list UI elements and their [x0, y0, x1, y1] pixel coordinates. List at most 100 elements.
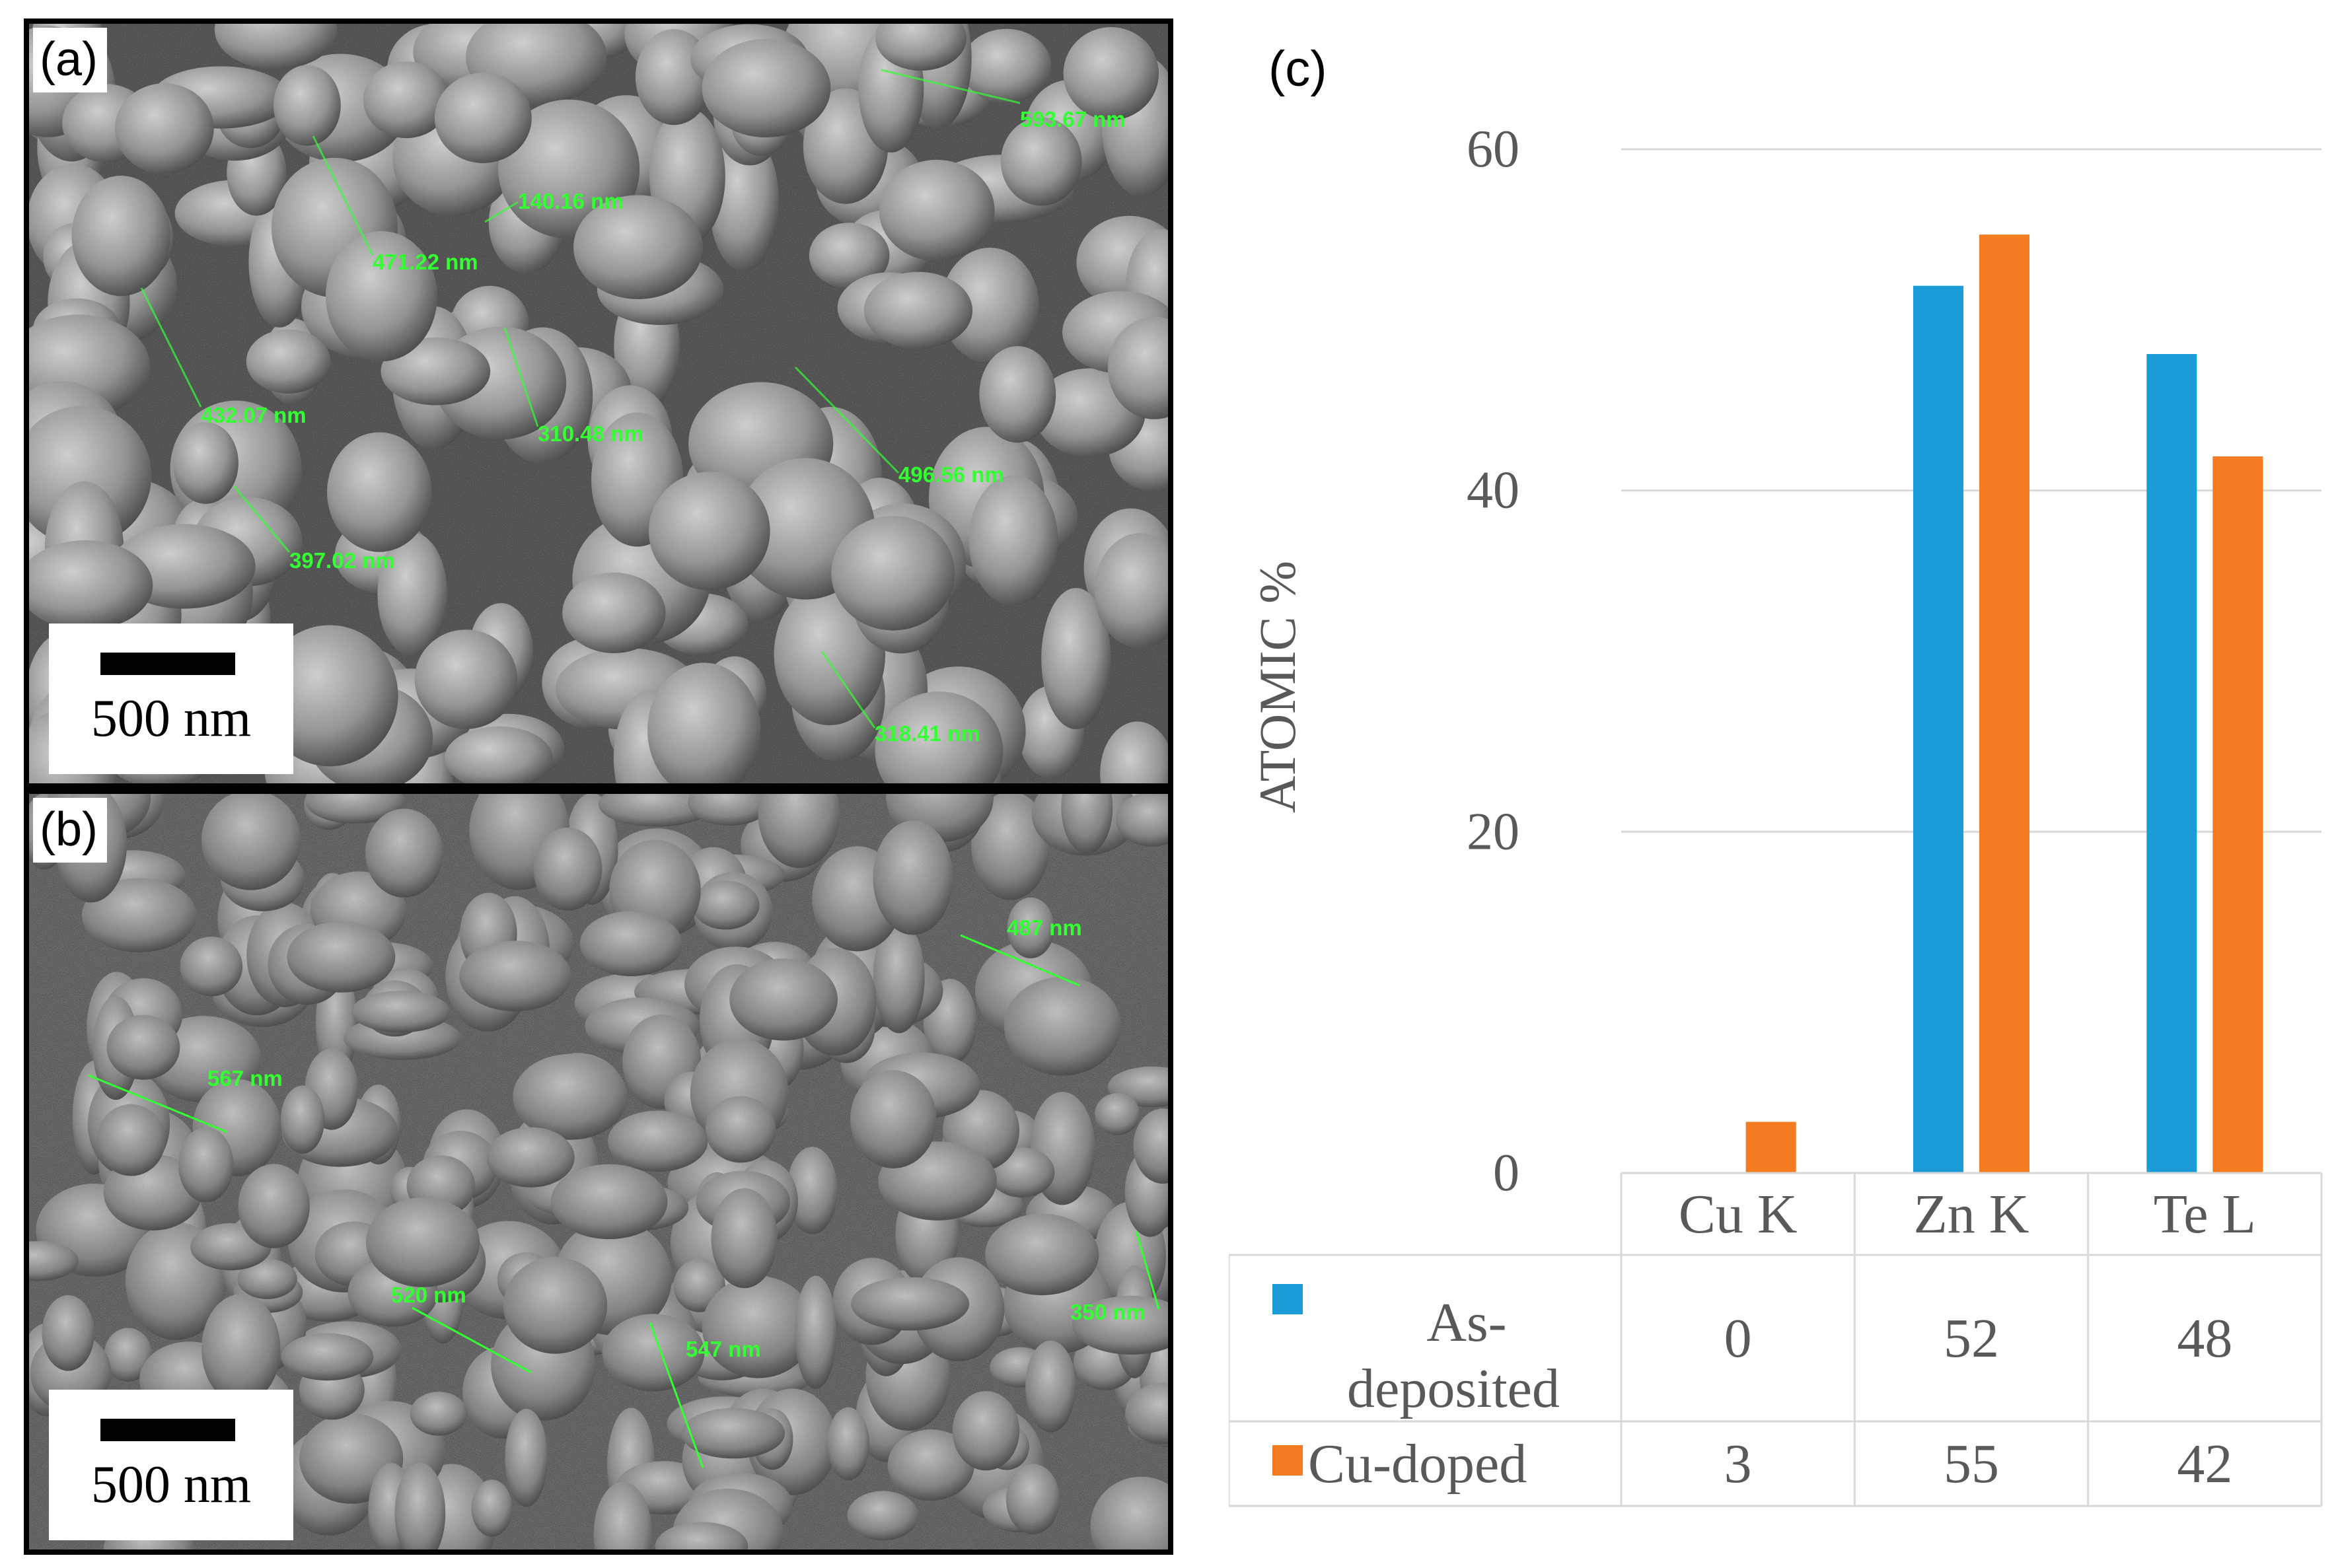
sem-grain	[178, 1127, 234, 1203]
sem-grain	[201, 1294, 281, 1404]
sem-grain	[681, 1408, 785, 1459]
sem-grain	[96, 1104, 166, 1176]
sem-grain	[365, 808, 443, 898]
y-axis-label: ATOMIC %	[1249, 561, 1306, 813]
sem-grain	[1133, 1108, 1168, 1184]
sem-grain	[1095, 1092, 1140, 1135]
sem-grain	[377, 532, 447, 657]
sem-grain	[873, 820, 953, 935]
sem-grain	[1061, 794, 1113, 854]
data-label-as-deposited: 52	[1944, 1308, 1999, 1369]
sem-grain	[280, 1085, 325, 1154]
sem-grain	[281, 1333, 374, 1381]
measurement-label: 520 nm	[391, 1283, 466, 1307]
sem-grain	[711, 1188, 778, 1289]
bar-cu-doped	[1979, 234, 2029, 1174]
sem-grain	[1116, 794, 1168, 847]
sem-grain	[106, 1015, 180, 1080]
bar-as-deposited	[2146, 354, 2197, 1173]
bar-cu-doped	[2212, 456, 2263, 1173]
sem-grain	[1107, 316, 1168, 419]
sem-grain	[961, 28, 1052, 104]
sem-grain	[410, 1392, 468, 1436]
sem-grain	[705, 1096, 776, 1163]
sem-grain	[1041, 588, 1111, 729]
sem-grain	[879, 159, 995, 262]
sem-grain	[875, 692, 1004, 783]
sem-grain	[1100, 721, 1168, 783]
sem-grain	[655, 1522, 749, 1550]
measurement-label: 318.41 nm	[875, 721, 980, 746]
sem-grain	[952, 1391, 1020, 1471]
panel-label-a: (a)	[33, 28, 107, 92]
y-tick-label: 60	[1467, 120, 1519, 178]
scale-bar-label: 500 nm	[91, 690, 252, 748]
scale-bar-line	[100, 1419, 235, 1441]
sem-grain	[459, 941, 571, 1012]
sem-grain	[809, 223, 890, 289]
sem-grain	[887, 1429, 974, 1501]
sem-grain	[114, 83, 214, 174]
sem-grain	[71, 176, 170, 297]
sem-grain	[214, 24, 338, 69]
sem-grain	[363, 61, 450, 139]
sem-grain	[709, 131, 779, 271]
measurement-label: 397.02 nm	[289, 548, 395, 573]
sem-grain	[787, 1147, 838, 1234]
data-label-cu-doped: 55	[1944, 1433, 1999, 1495]
sem-grain	[434, 73, 532, 163]
sem-grain	[42, 1295, 94, 1371]
sem-grain	[607, 1110, 708, 1172]
sem-grain	[1000, 117, 1082, 206]
y-tick-label: 0	[1493, 1144, 1519, 1202]
sem-grain	[325, 231, 437, 362]
sem-grain	[550, 1164, 668, 1240]
sem-grain	[29, 540, 153, 630]
sem-grain	[979, 346, 1056, 443]
measurement-label: 567 nm	[207, 1066, 283, 1090]
sem-grain	[414, 629, 518, 729]
category-label: Cu K	[1679, 1184, 1798, 1245]
sem-grain	[702, 1276, 815, 1378]
panel-label-c: (c)	[1268, 41, 1327, 97]
scale-bar-line	[100, 653, 235, 675]
sem-grain	[327, 432, 432, 552]
measurement-label: 547 nm	[686, 1337, 761, 1361]
y-tick-label: 40	[1467, 462, 1519, 520]
sem-grain	[381, 337, 491, 406]
data-label-as-deposited: 48	[2177, 1308, 2232, 1369]
sem-grain	[287, 921, 396, 993]
scale-bar-a: 500 nm	[49, 624, 293, 774]
sem-grain	[968, 475, 1058, 606]
sem-grain	[104, 1328, 152, 1382]
sem-image-b: (b) 500 nm 487 nm 567 nm 520 nm 547 nm 3…	[24, 789, 1173, 1555]
sem-grain	[758, 794, 840, 869]
measurement-label: 432.07 nm	[201, 403, 307, 427]
data-label-cu-doped: 3	[1724, 1433, 1752, 1495]
sem-grain	[795, 1275, 837, 1390]
legend-label-cu-doped: Cu-doped	[1308, 1433, 1527, 1495]
sem-grain	[1125, 1382, 1168, 1444]
sem-grain	[941, 248, 1039, 363]
sem-grain	[573, 195, 703, 300]
atomic-percent-chart: (c) ATOMIC % 0 20 40 60 Cu K Zn K Te L As-depo…	[1229, 41, 2323, 1507]
sem-grain	[351, 991, 451, 1033]
sem-grain	[201, 794, 301, 890]
bar-as-deposited	[1913, 285, 1963, 1174]
measurement-label: 350 nm	[1070, 1300, 1146, 1324]
sem-grain	[850, 1070, 937, 1168]
sem-grain	[827, 1407, 869, 1481]
sem-grain	[702, 38, 831, 138]
sem-grain	[533, 828, 603, 911]
sem-grain	[1004, 976, 1121, 1076]
sem-grain	[261, 625, 398, 767]
sem-grain	[729, 958, 838, 1041]
sem-grain	[246, 329, 331, 394]
sem-grain	[985, 1213, 1099, 1296]
sem-grain	[593, 1481, 653, 1550]
sem-grain	[505, 1408, 548, 1507]
legend-label-as-deposited-line2: deposited	[1347, 1358, 1560, 1419]
legend-key-cu-doped	[1272, 1445, 1303, 1476]
sem-grain	[971, 794, 1050, 900]
measurement-label: 496.56 nm	[898, 462, 1004, 487]
